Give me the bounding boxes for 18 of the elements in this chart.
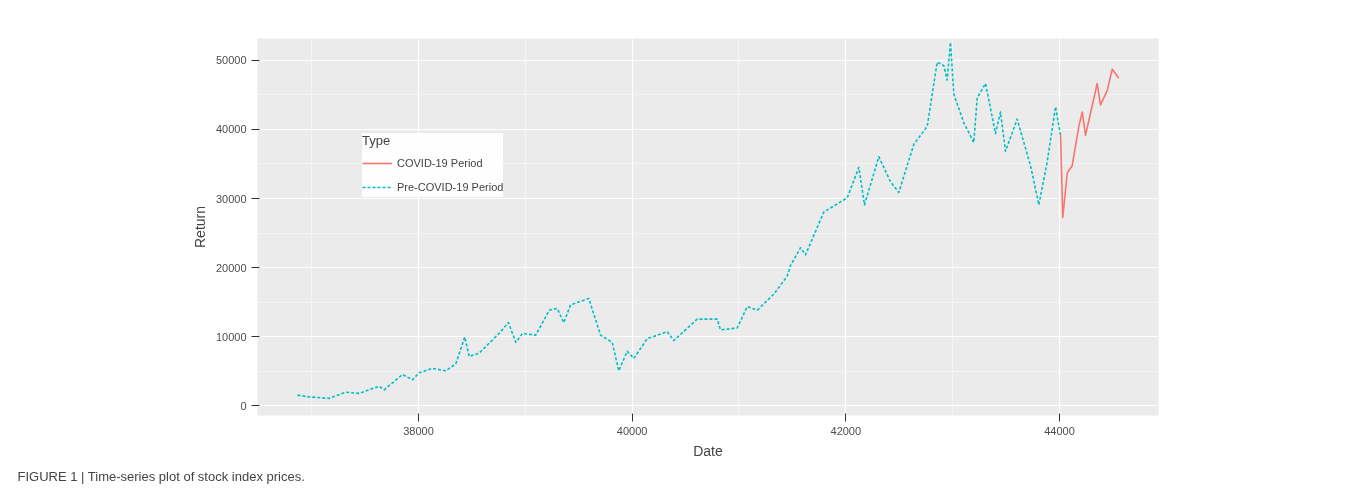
x-tick-label: 44000 bbox=[1044, 424, 1075, 437]
legend-label: Pre-COVID-19 Period bbox=[397, 181, 504, 193]
y-tick-label: 40000 bbox=[215, 123, 247, 136]
x-tick-label: 42000 bbox=[830, 424, 862, 437]
y-tick-label: 20000 bbox=[215, 261, 247, 274]
legend-title: Type bbox=[362, 133, 392, 148]
y-axis-title: Return bbox=[191, 205, 208, 249]
x-tick-label: 40000 bbox=[616, 424, 648, 437]
y-tick-label: 0 bbox=[240, 399, 247, 412]
y-tick-label: 50000 bbox=[215, 54, 247, 67]
line-series bbox=[1059, 68, 1120, 219]
y-tick-label: 30000 bbox=[215, 192, 247, 205]
legend-label: COVID-19 Period bbox=[397, 157, 483, 169]
x-tick-label: 38000 bbox=[403, 424, 434, 437]
caption: FIGURE 1 | Time-series plot of stock index prices. bbox=[17, 468, 305, 484]
line-series bbox=[296, 41, 1062, 400]
x-axis-title: Date bbox=[693, 442, 723, 459]
y-tick-label: 10000 bbox=[215, 330, 247, 343]
